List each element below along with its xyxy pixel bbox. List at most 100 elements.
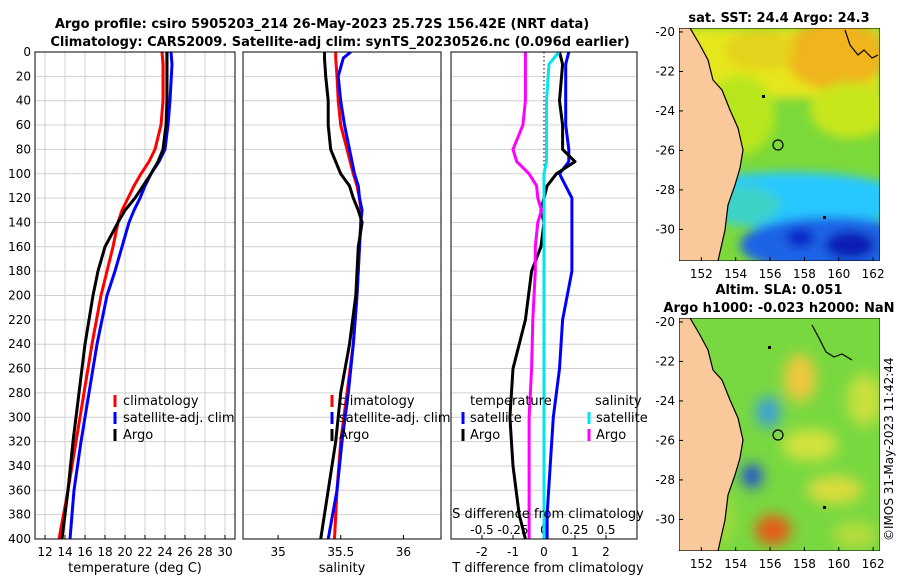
x-top-tick-label: -0.5 (470, 523, 493, 537)
x-tick-label: -2 (476, 545, 488, 559)
x-tick-label: -1 (507, 545, 519, 559)
series-group (57, 52, 174, 539)
chart-title-line2: Climatology: CARS2009. Satellite-adj cli… (50, 35, 629, 50)
legend-header-temperature: temperature (470, 394, 552, 409)
lon-tick-label: 158 (793, 557, 816, 571)
legend-header-salinity: salinity (595, 394, 642, 409)
lat-tick-label: -24 (655, 394, 675, 408)
salinity-xlabel: salinity (319, 561, 366, 576)
plot-frame (34, 51, 236, 540)
lat-tick-label: -28 (655, 183, 675, 197)
difference-top-xlabel: S difference from climatology (452, 507, 644, 522)
land (679, 318, 744, 551)
legend-label-satellite: satellite-adj. clim (123, 411, 235, 426)
temperature-legend: climatology satellite-adj. clim Argo (113, 394, 235, 443)
y-tick-label: 40 (16, 94, 31, 108)
y-tick-label: 360 (8, 483, 31, 497)
series-line-argo (319, 52, 364, 539)
difference-panel: -2 -1 0 1 2-0.5 -0.25 0 0.25 0.5 (450, 51, 638, 559)
x-tick-label: 1 (571, 545, 579, 559)
y-tick-label: 80 (16, 142, 31, 156)
difference-xlabel: T difference from climatology (451, 561, 644, 576)
y-tick-label: 200 (8, 289, 31, 303)
y-tick-label: 0 (23, 45, 31, 59)
series-line-s-argo (511, 52, 543, 539)
lon-tick-label: 156 (759, 557, 782, 571)
x-tick-label: 0 (540, 545, 548, 559)
difference-legend: temperature satellite Argo salinity sate… (461, 394, 648, 443)
y-tick-label: 280 (8, 386, 31, 400)
chart-title-line1: Argo profile: csiro 5905203_214 26-May-2… (55, 17, 589, 32)
sst-map-axes: 152 154 156 158 160 162 -20 -22 -24 -26 -28 -30 (655, 25, 884, 281)
lat-tick-label: -20 (655, 315, 675, 329)
sla-map (679, 318, 880, 551)
lon-tick-label: 152 (690, 267, 713, 281)
plot-frame (242, 51, 442, 540)
land (679, 28, 744, 261)
salinity-panel: 35 35.5 36 (242, 51, 442, 559)
y-tick-label: 60 (16, 118, 31, 132)
lat-tick-label: -22 (655, 354, 675, 368)
sla-map-title-line1: Altim. SLA: 0.051 (716, 283, 843, 298)
y-tick-label: 160 (8, 240, 31, 254)
sla-map-title-line2: Argo h1000: -0.023 h2000: NaN (663, 301, 894, 316)
salinity-legend: climatology satellite-adj. clim Argo (330, 394, 451, 443)
series-line-satellite-adj-clim (326, 52, 364, 539)
legend-label-t-satellite: satellite (470, 411, 522, 426)
y-tick-label: 20 (16, 69, 31, 83)
x-tick-label: 35.5 (327, 545, 354, 559)
legend-label-satellite: satellite-adj. clim (339, 411, 451, 426)
reef-dot (823, 216, 826, 219)
series-group (508, 52, 577, 539)
legend-label-t-argo: Argo (470, 428, 500, 443)
island-outline (844, 29, 879, 59)
lon-tick-label: 162 (862, 557, 885, 571)
y-tick-label: 380 (8, 508, 31, 522)
argo-location-marker (772, 429, 784, 441)
legend-label-climatology: climatology (339, 394, 415, 409)
x-tick-label: 30 (217, 545, 232, 559)
sst-map (679, 28, 880, 261)
series-line-t-satellite (545, 52, 574, 539)
lat-tick-label: -28 (655, 473, 675, 487)
legend-label-climatology: climatology (123, 394, 199, 409)
island-outline (811, 324, 853, 361)
y-tick-label: 140 (8, 215, 31, 229)
sst-field (679, 28, 880, 261)
argo-location-marker (772, 139, 784, 151)
x-tick-label: 26 (177, 545, 192, 559)
y-tick-label: 320 (8, 435, 31, 449)
lat-tick-label: -26 (655, 143, 675, 157)
lon-tick-label: 158 (793, 267, 816, 281)
y-tick-label: 180 (8, 264, 31, 278)
sst-map-title: sat. SST: 24.4 Argo: 24.3 (688, 11, 869, 26)
legend-label-argo: Argo (123, 428, 153, 443)
x-tick-label: 2 (602, 545, 610, 559)
plot-frame (450, 51, 638, 540)
y-tick-label: 120 (8, 191, 31, 205)
y-tick-label: 240 (8, 337, 31, 351)
y-tick-label: 220 (8, 313, 31, 327)
imos-timestamp: ©IMOS 31-May-2023 11:42:44 (882, 357, 896, 541)
x-tick-label: 28 (197, 545, 212, 559)
lon-tick-label: 154 (724, 557, 747, 571)
legend-label-argo: Argo (339, 428, 369, 443)
reef-dot (768, 346, 771, 349)
lon-tick-label: 160 (827, 557, 850, 571)
lat-tick-label: -30 (655, 512, 675, 526)
legend-label-s-argo: Argo (596, 428, 626, 443)
lat-tick-label: -24 (655, 104, 675, 118)
x-tick-label: 12 (37, 545, 52, 559)
y-tick-label: 300 (8, 410, 31, 424)
lon-tick-label: 154 (724, 267, 747, 281)
y-tick-label: 340 (8, 459, 31, 473)
lon-tick-label: 160 (827, 267, 850, 281)
legend-label-s-satellite: satellite (596, 411, 648, 426)
series-line-s-satellite (542, 52, 561, 539)
y-tick-label: 100 (8, 167, 31, 181)
x-top-tick-label: 0.25 (562, 523, 589, 537)
series-line-satellite-adj-clim (68, 52, 174, 539)
lat-tick-label: -26 (655, 433, 675, 447)
y-tick-label: 260 (8, 362, 31, 376)
x-tick-label: 36 (396, 545, 411, 559)
